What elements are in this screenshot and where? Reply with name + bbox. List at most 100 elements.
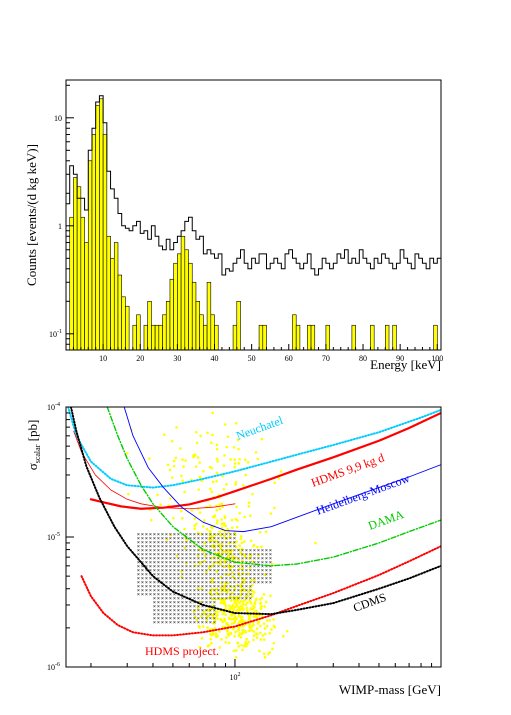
dama-region-mark [209,589,212,592]
dama-region-mark [165,553,168,556]
scatter-point [235,649,238,652]
filled-bin [177,253,182,351]
dama-region-mark [181,621,184,624]
dama-region-mark [201,589,204,592]
dama-region-mark [193,581,196,584]
dama-region-mark [173,533,176,536]
dama-region-mark [137,561,140,564]
dama-region-mark [217,589,220,592]
scatter-point [238,457,241,461]
filled-bin [69,216,74,351]
scatter-point [227,634,231,637]
scatter-point [210,588,214,591]
dama-region-mark [213,609,216,612]
scatter-point [220,522,224,526]
dama-region-mark [241,589,244,592]
scatter-point [238,607,242,611]
scatter-point [181,479,184,482]
dama-region-mark [189,533,192,536]
dama-region-mark [157,537,160,540]
scatter-point [240,582,243,586]
scatter-point [239,636,243,639]
dama-region-mark [169,581,172,584]
scatter-point [179,509,183,513]
filled-bin [173,262,178,351]
dama-region-mark [269,569,272,572]
scatter-point [236,438,240,442]
dama-region-mark [149,557,152,560]
dama-region-mark [213,549,216,552]
scatter-point [233,617,236,620]
dama-region-mark [165,577,168,580]
filled-bin [307,324,312,351]
scatter-point [227,616,231,620]
dama-region-mark [169,573,172,576]
dama-region-mark [193,585,196,588]
scatter-point [216,617,219,620]
dama-region-mark [233,593,236,596]
dama-region-mark [193,549,196,552]
dama-region-mark [233,577,236,580]
filled-bin [351,324,356,351]
dama-region-mark [261,557,264,560]
dama-region-mark [185,605,188,608]
scatter-point [210,490,214,494]
scatter-point [228,535,232,539]
filled-bin [125,305,130,351]
dama-region-mark [253,557,256,560]
dama-region-mark [181,585,184,588]
dama-region-mark [201,601,204,604]
dama-region-mark [245,585,248,588]
dama-region-mark [157,613,160,616]
scatter-point [233,458,236,461]
dama-region-mark [165,613,168,616]
filled-bin [154,324,160,351]
scatter-point [242,599,245,603]
dama-region-mark [181,549,184,552]
dama-region-mark [141,545,144,548]
dama-region-mark [257,581,260,584]
dama-region-mark [169,533,172,536]
dama-region-mark [173,545,176,548]
scatter-point [234,656,238,659]
scatter-point [247,629,251,633]
dama-region-mark [265,561,268,564]
dama-region-mark [181,541,184,544]
dama-region-mark [201,581,204,584]
y-tick-label: 10-6 [47,662,60,672]
dama-region-mark [177,613,180,616]
dama-region-mark [161,557,164,560]
dama-region-mark [261,573,264,576]
dama-region-mark [213,585,216,588]
scatter-point [215,508,218,512]
scatter-point [217,551,221,554]
dama-region-mark [205,593,208,596]
scatter-point [159,503,162,506]
filled-bin [102,134,108,351]
dama-region-mark [169,613,172,616]
dama-region-mark [233,565,236,568]
scatter-point [253,615,257,619]
filled-bin [87,160,93,351]
dama-region-mark [217,593,220,596]
dama-region-mark [169,609,172,612]
filled-bin [262,324,267,351]
dama-region-mark [161,541,164,544]
scatter-point [163,433,166,436]
dama-region-mark [213,533,216,536]
scatter-point [240,535,243,538]
dama-region-mark [217,565,220,568]
dama-region-mark [269,573,272,576]
dama-region-mark [221,569,224,572]
dama-region-mark [269,581,272,584]
dama-region-mark [161,573,164,576]
scatter-point [234,545,238,549]
scatter-point [244,642,247,646]
scatter-point [238,511,241,515]
dama-region-mark [161,553,164,556]
scatter-point [264,632,267,636]
filled-bin [158,324,163,351]
dama-region-mark [221,553,224,556]
scatter-point [225,636,228,639]
scatter-point [201,525,205,528]
